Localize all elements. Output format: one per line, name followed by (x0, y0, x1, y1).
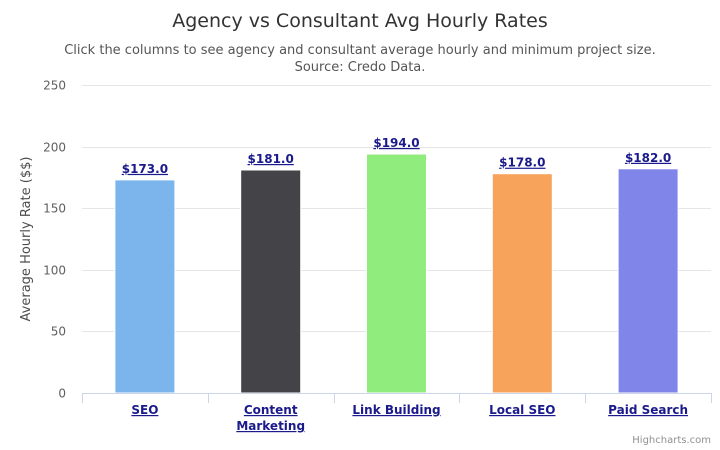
y-tick-label: 100 (43, 264, 66, 278)
x-tick-label-line: Content (244, 403, 298, 417)
x-tick-label-2[interactable]: Link Building (352, 403, 440, 417)
x-axis-ticks: SEO Content Marketing Link Building Local SE… (131, 403, 688, 433)
x-tick-label-3[interactable]: Local SEO (489, 403, 555, 417)
highcharts-credit-link[interactable]: Highcharts.com (632, 435, 711, 446)
data-label-0[interactable]: $173.0 (122, 162, 168, 176)
y-tick-label: 250 (43, 79, 66, 93)
x-tick-label-line: SEO (131, 403, 158, 417)
data-label-4[interactable]: $182.0 (625, 151, 671, 165)
y-axis-label: Average Hourly Rate ($$) (19, 157, 34, 322)
x-tick-label-line: Paid Search (608, 403, 688, 417)
chart-subtitle-line-2: Source: Credo Data. (295, 60, 426, 75)
x-tick-label-line: Local SEO (489, 403, 555, 417)
x-tick-label-4[interactable]: Paid Search (608, 403, 688, 417)
y-tick-label: 200 (43, 141, 66, 155)
bar-4[interactable] (617, 168, 679, 394)
bar-0[interactable] (114, 179, 176, 394)
chart-title: Agency vs Consultant Avg Hourly Rates (172, 10, 548, 32)
chart-subtitle-line-1: Click the columns to see agency and cons… (64, 43, 656, 58)
x-tick-label-line: Marketing (236, 419, 305, 433)
x-tick-label-0[interactable]: SEO (131, 403, 158, 417)
y-tick-label: 150 (43, 202, 66, 216)
bar-2[interactable] (366, 153, 427, 394)
y-tick-label: 0 (58, 387, 66, 401)
data-label-3[interactable]: $178.0 (499, 156, 545, 170)
bar-1[interactable] (240, 169, 302, 394)
x-tick-label-1[interactable]: Content Marketing (236, 403, 305, 433)
bars (114, 153, 679, 394)
bar-3[interactable] (491, 173, 553, 394)
y-axis-ticks: 0 50 100 150 200 250 (43, 79, 66, 401)
data-label-2[interactable]: $194.0 (373, 136, 419, 150)
x-axis (82, 393, 712, 403)
x-tick-label-line: Link Building (352, 403, 440, 417)
data-label-1[interactable]: $181.0 (248, 152, 294, 166)
data-labels: $173.0 $181.0 $194.0 $178.0 $182.0 (122, 136, 672, 176)
y-tick-label: 50 (51, 325, 66, 339)
